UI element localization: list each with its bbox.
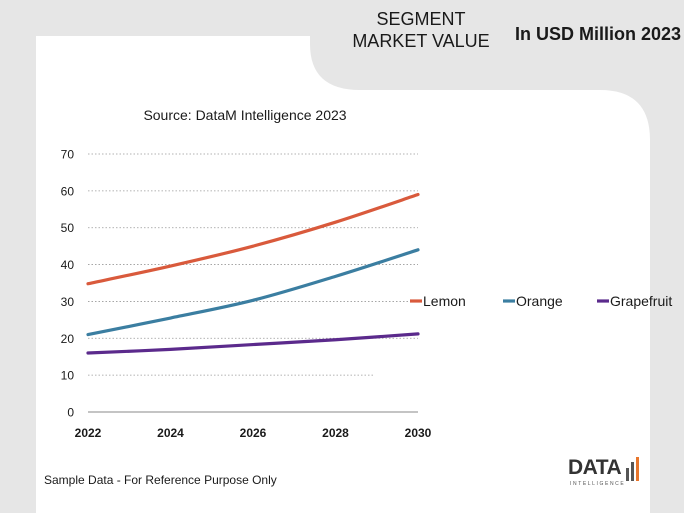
- legend-label-lemon: Lemon: [423, 293, 466, 309]
- series-line-orange: [86, 248, 420, 337]
- logo-wordmark: DATA: [568, 456, 622, 479]
- y-tick-label: 40: [61, 258, 75, 272]
- series-line-lemon: [86, 192, 420, 286]
- sample-data-note: Sample Data - For Reference Purpose Only: [44, 473, 277, 487]
- x-tick-label: 2022: [75, 426, 102, 440]
- y-tick-label: 10: [61, 369, 75, 383]
- x-tick-label: 2030: [405, 426, 432, 440]
- unit-title: In USD Million 2023: [514, 24, 682, 44]
- y-tick-label: 60: [61, 184, 75, 198]
- datam-logo: DATA INTELLIGENCE: [568, 452, 648, 492]
- x-tick-label: 2028: [322, 426, 349, 440]
- legend-label-orange: Orange: [516, 293, 563, 309]
- segment-market-value-title: SEGMENT MARKET VALUE: [352, 9, 490, 51]
- series-line-grapefruit: [86, 332, 420, 355]
- x-tick-label: 2024: [157, 426, 184, 440]
- logo-subtitle: INTELLIGENCE: [570, 481, 626, 487]
- y-tick-label: 20: [61, 332, 75, 346]
- logo-bars-icon: [626, 457, 639, 481]
- y-tick-label: 70: [61, 148, 75, 162]
- y-tick-label: 50: [61, 221, 75, 235]
- y-tick-label: 0: [67, 406, 74, 420]
- chart-title: Source: DataM Intelligence 2023: [143, 107, 346, 123]
- y-tick-label: 30: [61, 295, 75, 309]
- x-tick-label: 2026: [240, 426, 267, 440]
- legend-label-grapefruit: Grapefruit: [610, 293, 672, 309]
